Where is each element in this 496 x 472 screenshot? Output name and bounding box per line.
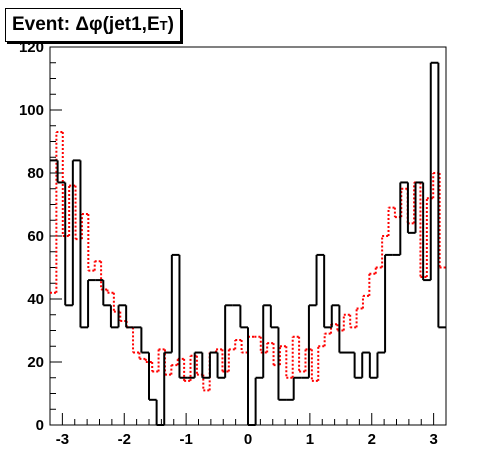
chart-title-suffix: ) xyxy=(167,14,174,35)
y-tick-label: 40 xyxy=(27,291,44,308)
x-tick-label: 1 xyxy=(306,431,314,448)
y-tick-label: 120 xyxy=(19,39,44,56)
chart-title-text: Event: Δφ(jet1,E xyxy=(12,14,160,35)
x-tick-label: -1 xyxy=(179,431,192,448)
x-tick-label: 3 xyxy=(429,431,437,448)
chart-title: Event: Δφ(jet1,E T) xyxy=(5,8,181,42)
x-tick-label: 0 xyxy=(244,431,252,448)
y-tick-label: 20 xyxy=(27,354,44,371)
chart-title-subscript: T xyxy=(159,17,168,33)
x-tick-label: -3 xyxy=(56,431,69,448)
x-tick-label: -2 xyxy=(118,431,131,448)
y-tick-label: 80 xyxy=(27,165,44,182)
y-tick-label: 0 xyxy=(36,417,44,434)
x-tick-label: 2 xyxy=(368,431,376,448)
y-tick-label: 100 xyxy=(19,102,44,119)
y-tick-label: 60 xyxy=(27,228,44,245)
